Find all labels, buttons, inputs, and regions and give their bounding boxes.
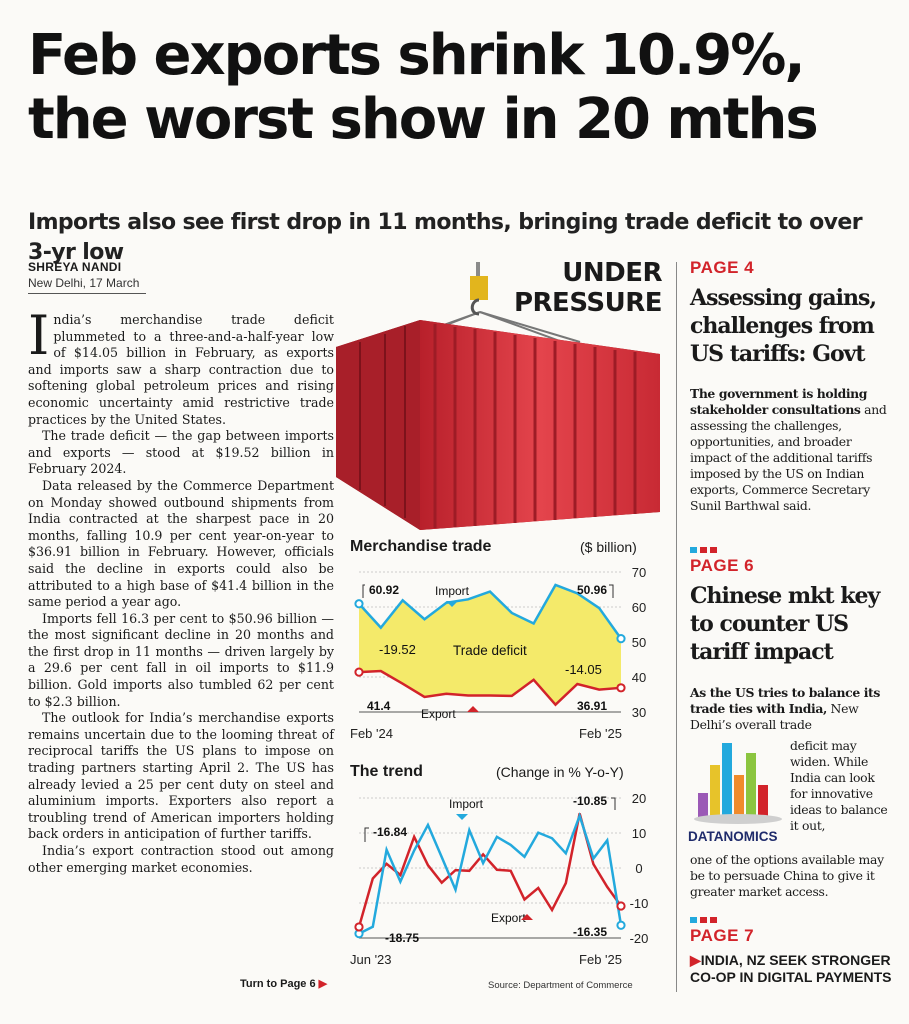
datanomics-logo-text: DATANOMICS	[688, 829, 778, 844]
import-end-point	[616, 634, 626, 644]
trade-deficit-area	[359, 584, 621, 705]
export-end-value: 36.91	[577, 699, 607, 713]
trade-deficit-label: Trade deficit	[453, 643, 527, 658]
export-series-line	[358, 669, 622, 707]
play-arrow-icon: ▶	[318, 978, 328, 990]
chart2-title: The trend	[350, 763, 423, 780]
section-squares	[690, 538, 720, 553]
c2-y-tick-label: 10	[632, 826, 646, 841]
import-series-line	[358, 583, 623, 640]
import-start-point	[354, 599, 364, 609]
graphic-title: UNDER PRESSURE	[513, 258, 663, 318]
shipping-container-illustration	[336, 262, 660, 530]
page6-label[interactable]: PAGE 6	[690, 556, 755, 575]
chart-source: Source: Department of Commerce	[488, 980, 633, 991]
export-series-label: Export	[421, 707, 456, 721]
c1-y-tick-label: 50	[632, 635, 646, 650]
c1-x-label-start: Feb '24	[350, 726, 393, 741]
headline: Feb exports shrink 10.9%, the worst show…	[28, 23, 819, 152]
chart1-unit: ($ billion)	[580, 539, 637, 555]
yoy-trend-chart: -20 -10 0 10 20 Jun '23 Feb '25 -16.84 Import -1…	[350, 791, 649, 967]
c1-y-tick-label: 40	[632, 670, 646, 685]
c1-x-label-end: Feb '25	[579, 726, 622, 741]
chart1-title: Merchandise trade	[350, 538, 492, 555]
c1-y-tick-label: 60	[632, 600, 646, 615]
chart2-gridlines	[359, 797, 621, 939]
import-end-point	[616, 920, 626, 930]
dateline: New Delhi, 17 March	[28, 276, 140, 290]
page6-teaser-lead: As the US tries to balance its trade tie…	[690, 685, 880, 732]
export-end-point	[616, 901, 626, 911]
import-trend-label: Import	[449, 797, 484, 811]
import-start-pct: -16.84	[373, 825, 407, 839]
turn-to-page-link[interactable]: Turn to Page 6 ▶	[240, 978, 328, 990]
page7-headline[interactable]: ▶INDIA, NZ SEEK STRONGER CO-OP IN DIGITA…	[690, 952, 892, 985]
c2-x-label-end: Feb '25	[579, 952, 622, 967]
byline: SHREYA NANDI	[28, 260, 122, 274]
c1-y-tick-label: 30	[632, 705, 646, 720]
export-end-point	[616, 683, 626, 693]
label-leader-line	[364, 827, 369, 842]
merchandise-trade-chart: 30 40 50 60 70 Feb '24 Feb '25 60.92 Import 50.9…	[350, 565, 646, 741]
c2-y-tick-label: 0	[635, 861, 642, 876]
import-end-pct: -10.85	[573, 794, 607, 808]
c2-y-tick-label: -20	[630, 931, 649, 946]
chart1-y-ticks: 30 40 50 60 70	[632, 565, 646, 720]
chart1-gridlines	[359, 571, 621, 713]
export-start-value: 41.4	[367, 699, 391, 713]
article-paragraph-5: The outlook for India’s merchandise expo…	[28, 710, 334, 842]
chart2-unit: (Change in % Y-o-Y)	[496, 764, 624, 780]
c2-x-label-start: Jun '23	[350, 952, 392, 967]
export-start-point	[354, 667, 364, 677]
c2-y-tick-label: -10	[630, 896, 649, 911]
page4-teaser: The government is holding stakeholder co…	[690, 386, 887, 513]
import-marker-icon	[446, 601, 458, 607]
chart2-y-ticks: -20 -10 0 10 20	[630, 791, 649, 946]
page6-teaser-middle: deficit may widen. While India can look …	[790, 738, 888, 833]
import-trend-marker-icon	[456, 814, 468, 820]
page4-label[interactable]: PAGE 4	[690, 258, 755, 277]
article-paragraph-2: The trade deficit — the gap between impo…	[28, 428, 334, 477]
c2-y-tick-label: 20	[632, 791, 646, 806]
subheadline: Imports also see first drop in 11 months…	[28, 210, 863, 265]
page7-label[interactable]: PAGE 7	[690, 926, 755, 945]
section-squares	[690, 908, 720, 923]
import-trend-line	[358, 812, 623, 935]
page6-headline[interactable]: Chinese mkt key to counter US tariff imp…	[690, 583, 880, 665]
import-start-value: 60.92	[369, 583, 399, 597]
column-divider	[676, 262, 677, 992]
label-leader-line	[609, 584, 614, 598]
page4-headline[interactable]: Assessing gains, challenges from US tari…	[690, 285, 877, 367]
drop-cap: I	[28, 304, 50, 367]
c1-y-tick-label: 70	[632, 565, 646, 580]
deficit-start-value: -19.52	[379, 642, 416, 657]
import-end-value: 50.96	[577, 583, 607, 597]
article-paragraph-3: Data released by the Commerce Department…	[28, 477, 334, 610]
export-end-pct: -16.35	[573, 925, 607, 939]
article-paragraph-4: Imports fell 16.3 per cent to $50.96 bil…	[28, 610, 334, 709]
label-leader-line	[611, 797, 616, 810]
play-arrow-icon: ▶	[690, 952, 701, 968]
deficit-end-value: -14.05	[565, 662, 602, 677]
datanomics-logo: DATANOMICS	[688, 743, 782, 844]
export-start-point	[354, 922, 364, 932]
container-ribs	[433, 324, 637, 528]
dateline-rule	[28, 293, 146, 294]
export-start-pct: -18.75	[385, 931, 419, 945]
label-leader-line	[362, 584, 365, 598]
export-trend-marker-icon	[521, 914, 533, 920]
page6-teaser-end: one of the options available may be to p…	[690, 852, 884, 899]
export-trend-label: Export	[491, 911, 526, 925]
export-marker-icon	[467, 706, 479, 712]
import-series-label: Import	[435, 584, 470, 598]
article-paragraph-6: India’s export contraction stood out amo…	[28, 843, 334, 875]
